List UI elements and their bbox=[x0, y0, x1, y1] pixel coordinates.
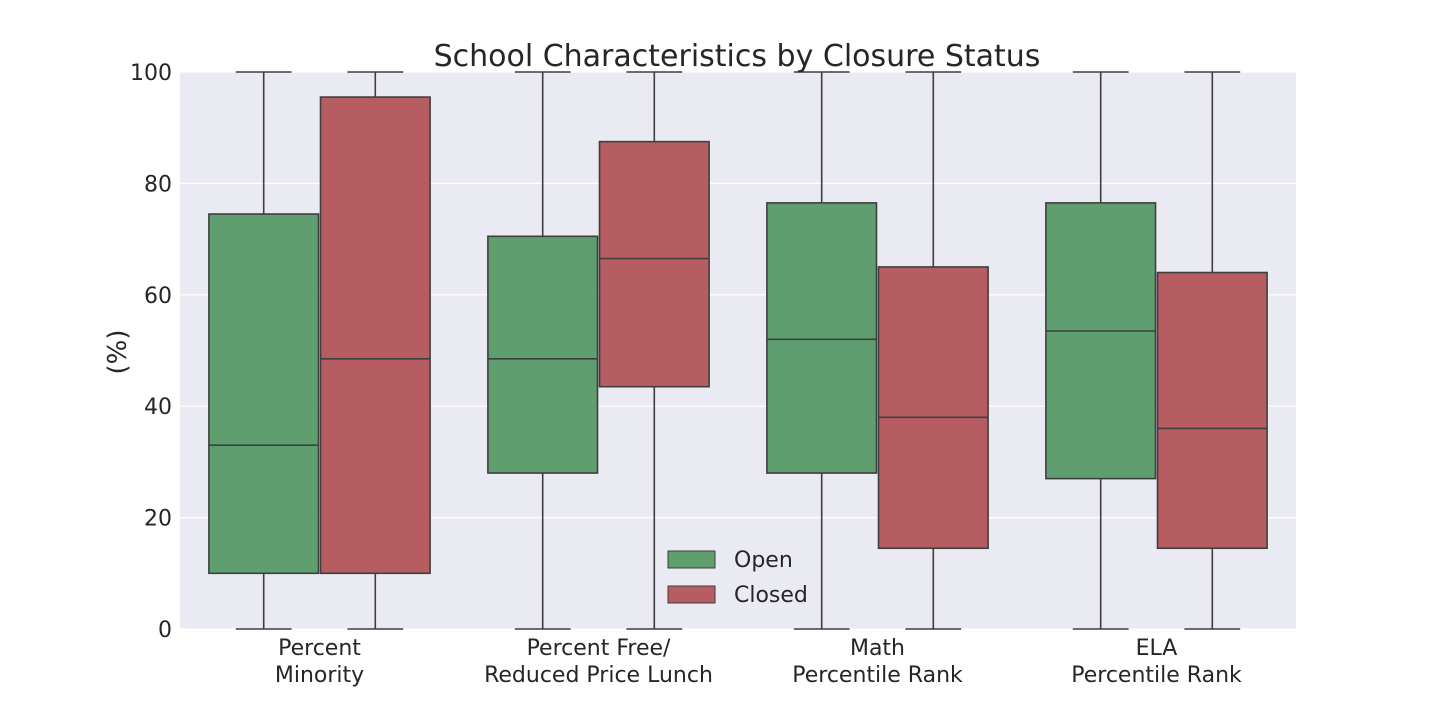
box-closed bbox=[1156, 271, 1268, 550]
y-tick-label: 40 bbox=[144, 395, 172, 420]
x-tick-label-line: Percent Free/ bbox=[527, 636, 671, 661]
boxes bbox=[208, 71, 1268, 630]
x-tick-label-line: Math bbox=[850, 636, 905, 661]
x-tick-label-line: Percent bbox=[278, 636, 361, 661]
x-tick-label: Percent Free/Reduced Price Lunch bbox=[484, 636, 713, 688]
y-axis-label: (%) bbox=[103, 330, 133, 375]
legend-swatch-open bbox=[667, 550, 716, 569]
y-tick-label: 60 bbox=[144, 284, 172, 309]
y-tick-label: 20 bbox=[144, 507, 172, 532]
box-closed bbox=[877, 266, 989, 550]
legend: Open Closed bbox=[667, 548, 808, 608]
x-tick-label: Percent Minority bbox=[275, 636, 364, 688]
x-tick-label-line: Reduced Price Lunch bbox=[484, 663, 713, 688]
x-tick-label: ELA Percentile Rank bbox=[1071, 636, 1242, 688]
x-tick-labels: Percent Minority Percent Free/Reduced Pric… bbox=[275, 636, 1242, 688]
box-open bbox=[1045, 202, 1157, 480]
x-tick-label-line: Percentile Rank bbox=[1071, 663, 1242, 688]
legend-label-open: Open bbox=[734, 548, 793, 573]
x-tick-label: Math Percentile Rank bbox=[792, 636, 963, 688]
y-tick-label: 0 bbox=[158, 618, 172, 643]
box-closed bbox=[319, 96, 431, 575]
box-open bbox=[487, 235, 599, 474]
box-open bbox=[208, 213, 320, 575]
x-tick-label-line: ELA bbox=[1136, 636, 1178, 661]
legend-swatch-closed bbox=[667, 585, 716, 604]
y-tick-label: 100 bbox=[130, 61, 172, 86]
box-open bbox=[766, 202, 878, 474]
legend-label-closed: Closed bbox=[734, 583, 808, 608]
x-tick-label-line: Minority bbox=[275, 663, 364, 688]
y-tick-label: 80 bbox=[144, 172, 172, 197]
x-tick-label-line: Percentile Rank bbox=[792, 663, 963, 688]
box-closed bbox=[598, 140, 710, 388]
chart-title: School Characteristics by Closure Status bbox=[434, 39, 1041, 74]
y-tick-labels: 0 20 40 60 80 100 bbox=[130, 61, 172, 643]
